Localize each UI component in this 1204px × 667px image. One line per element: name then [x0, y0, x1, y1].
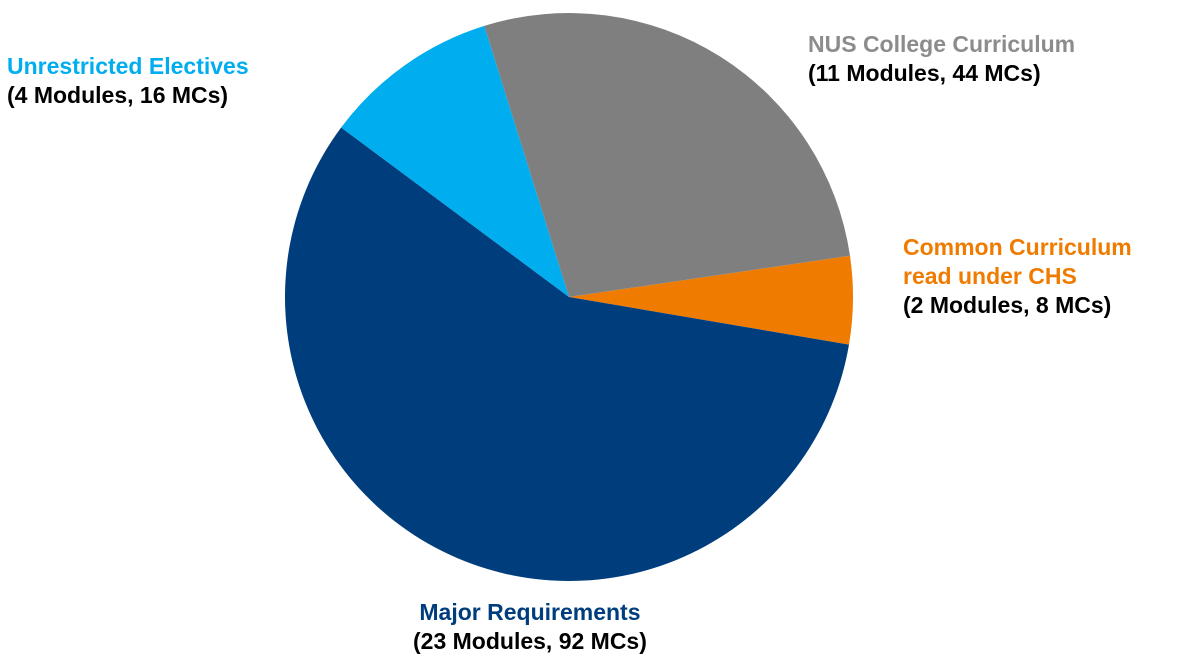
label-unrestricted-electives: Unrestricted Electives (4 Modules, 16 MC… [7, 52, 249, 110]
slice-detail-major-requirements: (23 Modules, 92 MCs) [413, 628, 647, 654]
pie-slice-major-requirements [285, 127, 849, 581]
slice-name-nus-college-curriculum: NUS College Curriculum [808, 31, 1076, 57]
slice-detail-unrestricted-electives: (4 Modules, 16 MCs) [7, 82, 229, 108]
pie-slice-nus-college-curriculum [484, 13, 850, 298]
slice-name-common-curriculum-line2: read under CHS [903, 263, 1077, 289]
label-nus-college-curriculum: NUS College Curriculum (11 Modules, 44 M… [808, 30, 1075, 88]
label-major-requirements: Major Requirements (23 Modules, 92 MCs) [413, 598, 647, 656]
slice-detail-nus-college-curriculum: (11 Modules, 44 MCs) [808, 60, 1041, 86]
pie-slice-unrestricted-electives [341, 25, 569, 298]
slice-name-common-curriculum-line1: Common Curriculum [903, 234, 1132, 260]
pie-slice-common-curriculum [569, 255, 854, 345]
slice-name-unrestricted-electives: Unrestricted Electives [7, 53, 249, 79]
label-common-curriculum: Common Curriculum read under CHS (2 Modu… [903, 233, 1132, 320]
slice-name-major-requirements: Major Requirements [419, 599, 641, 625]
slice-detail-common-curriculum: (2 Modules, 8 MCs) [903, 292, 1112, 318]
